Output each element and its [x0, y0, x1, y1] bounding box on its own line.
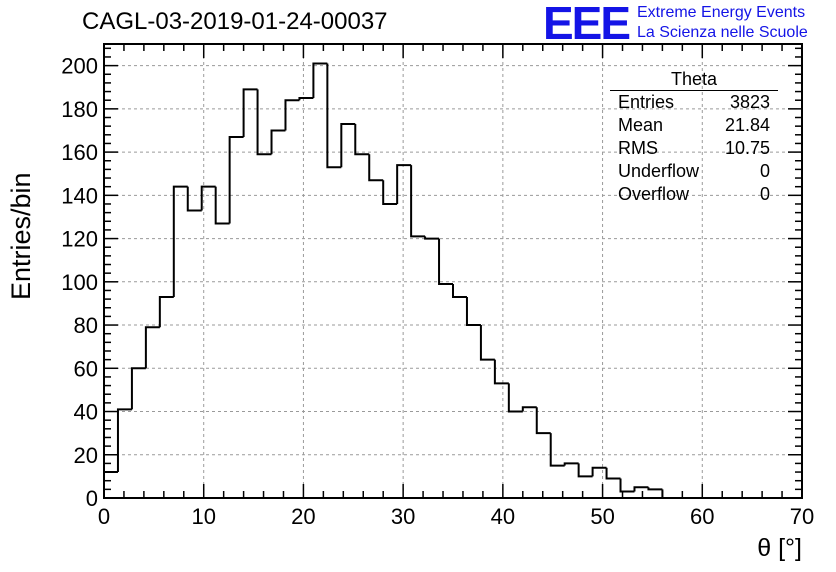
histogram-bin: [172, 185, 188, 297]
histogram-bin: [438, 238, 453, 285]
stats-box: Theta Entries 3823 Mean 21.84 RMS 10.75 …: [610, 69, 778, 206]
histogram-bin: [563, 462, 579, 466]
stats-value: 21.84: [724, 115, 770, 135]
histogram-bin: [549, 433, 565, 467]
stats-label: Entries: [618, 92, 675, 112]
histogram-bin: [521, 406, 537, 412]
histogram-bin: [242, 88, 258, 137]
y-tick-label: 140: [61, 183, 98, 208]
stats-label: Underflow: [618, 161, 700, 181]
histogram-bin: [605, 467, 621, 480]
stats-title: Theta: [610, 69, 778, 91]
plot-frame: [103, 43, 803, 499]
stats-value: 0: [759, 184, 770, 204]
y-tick-label: 20: [74, 443, 98, 468]
histogram-bin: [354, 123, 370, 156]
y-tick-label: 160: [61, 140, 98, 165]
histogram-bin: [228, 135, 244, 224]
histogram-bin: [591, 466, 607, 477]
histogram-bin: [144, 326, 160, 369]
x-axis-label: θ [°]: [757, 534, 802, 562]
y-tick-label: 200: [61, 54, 98, 79]
histogram-bin: [326, 63, 342, 169]
histogram-bin: [493, 359, 509, 385]
x-tick-label: 20: [291, 504, 315, 529]
eee-logo-mark: EEE: [543, 0, 631, 49]
stats-row-mean: Mean 21.84: [610, 114, 778, 137]
histogram-bin: [424, 236, 440, 240]
stats-label: Mean: [618, 115, 664, 135]
histogram-bin: [284, 99, 300, 131]
histogram-bin: [619, 478, 635, 493]
y-tick-label: 100: [61, 270, 98, 295]
x-tick-label: 40: [491, 504, 515, 529]
histogram-bin: [103, 471, 118, 498]
tick-labels: 0 10 20 30 40 50 60 70 0 20 40 60 80 100 120 140 160 180 2…: [61, 54, 814, 529]
logo-line-2: La Scienza nelle Scuole: [637, 24, 808, 41]
stats-row-rms: RMS 10.75: [610, 137, 778, 160]
y-tick-label: 180: [61, 97, 98, 122]
logo-line-1: Extreme Energy Events: [637, 4, 806, 21]
histogram-bin: [312, 62, 328, 99]
histogram-bin: [116, 408, 132, 473]
histogram-bars: [103, 62, 802, 499]
axis-ticks: [103, 44, 803, 499]
histogram-bin: [130, 367, 146, 410]
histogram-bin: [396, 164, 412, 204]
stats-row-entries: Entries 3823: [610, 91, 778, 114]
stats-row-overflow: Overflow 0: [610, 183, 778, 206]
histogram-bin: [340, 122, 356, 168]
histogram-bin: [214, 186, 230, 225]
histogram-bin: [633, 486, 649, 492]
histogram-bin: [647, 487, 663, 491]
x-tick-label: 0: [98, 504, 110, 529]
stats-row-underflow: Underflow 0: [610, 160, 778, 183]
histogram-bin: [535, 407, 551, 435]
stats-label: Overflow: [618, 184, 690, 204]
histogram-bin: [382, 180, 398, 205]
histogram-bin: [410, 165, 426, 238]
histogram-bin: [368, 154, 384, 182]
x-tick-label: 10: [191, 504, 215, 529]
histogram-bin: [452, 283, 467, 298]
histogram-bin: [200, 185, 216, 211]
x-tick-label: 50: [590, 504, 614, 529]
plot-title: CAGL-03-2019-01-24-00037: [82, 8, 388, 35]
histogram-bin: [507, 383, 523, 413]
histogram-bin: [158, 295, 174, 328]
y-tick-label: 80: [74, 313, 98, 338]
stats-label: RMS: [618, 138, 658, 158]
histogram-bin: [186, 186, 202, 212]
histogram-bin: [270, 129, 286, 155]
x-tick-label: 70: [790, 504, 814, 529]
histogram-bin: [577, 463, 593, 478]
histogram-bin: [479, 325, 495, 361]
x-tick-label: 60: [690, 504, 714, 529]
x-tick-label: 30: [391, 504, 415, 529]
histogram-bin: [661, 489, 677, 499]
histogram-bin: [465, 296, 481, 327]
stats-value: 10.75: [724, 138, 770, 158]
grid-lines: [104, 44, 802, 498]
y-axis-label: Entries/bin: [6, 172, 36, 300]
y-tick-label: 0: [86, 486, 98, 511]
histogram-bin: [298, 97, 314, 101]
stats-value: 3823: [729, 92, 770, 112]
y-tick-label: 120: [61, 227, 98, 252]
y-tick-label: 60: [74, 356, 98, 381]
stats-value: 0: [759, 161, 770, 181]
histogram-bin: [256, 89, 272, 156]
y-tick-label: 40: [74, 400, 98, 425]
